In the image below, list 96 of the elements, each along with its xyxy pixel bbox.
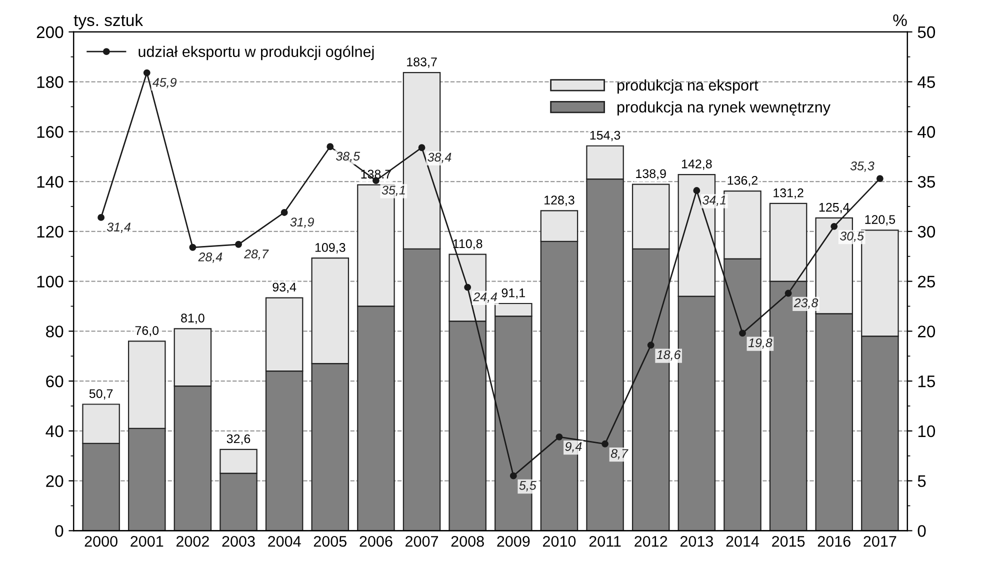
point bbox=[830, 222, 838, 230]
point bbox=[143, 69, 150, 76]
point bbox=[464, 284, 472, 291]
total-label: 109,3 bbox=[315, 243, 346, 254]
total-label: 93,4 bbox=[272, 282, 296, 294]
x-tick-label: 2002 bbox=[176, 536, 209, 547]
point bbox=[235, 240, 242, 248]
point bbox=[647, 342, 654, 349]
point bbox=[693, 187, 700, 194]
legend-label: udział eksportu w produkcji ogólnej bbox=[138, 46, 374, 60]
x-tick-label: 2016 bbox=[818, 536, 850, 547]
x-tick-label: 2005 bbox=[314, 536, 346, 547]
total-label: 138,9 bbox=[636, 169, 666, 180]
data-label: 23,8 bbox=[794, 298, 818, 309]
y2-tick-label: 20 bbox=[918, 326, 936, 338]
total-label: 136,2 bbox=[728, 176, 758, 186]
data-label: 28,7 bbox=[244, 250, 269, 260]
y2-tick-label: 0 bbox=[918, 525, 926, 537]
total-label: 128,3 bbox=[544, 196, 574, 206]
x-tick-label: 2015 bbox=[772, 536, 805, 547]
data-label: 5,5 bbox=[519, 481, 536, 492]
point bbox=[98, 214, 105, 221]
y2-tick-label: 45 bbox=[918, 76, 935, 88]
y2-tick-label: 50 bbox=[918, 26, 936, 38]
x-tick-label: 2012 bbox=[634, 536, 668, 547]
x-tick-label: 2001 bbox=[130, 536, 164, 547]
point bbox=[418, 144, 426, 152]
legend-label: produkcja na eksport bbox=[617, 79, 758, 94]
x-tick-label: 2013 bbox=[680, 536, 713, 547]
x-tick-label: 2006 bbox=[360, 536, 392, 547]
data-label: 31,9 bbox=[290, 218, 314, 228]
data-label: 34,1 bbox=[702, 196, 726, 206]
y2-tick-label: 5 bbox=[918, 475, 926, 488]
total-label: 32,6 bbox=[226, 434, 250, 445]
data-label: 9,4 bbox=[565, 442, 582, 452]
y-tick-label: 160 bbox=[37, 126, 64, 138]
y-tick-label: 200 bbox=[36, 26, 64, 38]
data-label: 18,6 bbox=[656, 350, 681, 361]
point bbox=[556, 433, 563, 440]
x-tick-label: 2003 bbox=[222, 536, 255, 547]
total-label: 91,1 bbox=[502, 288, 525, 299]
x-tick-label: 2009 bbox=[497, 536, 530, 547]
data-label: 31,4 bbox=[106, 222, 130, 233]
total-label: 76,0 bbox=[135, 326, 159, 336]
data-label: 24,4 bbox=[473, 292, 498, 303]
x-tick-label: 2017 bbox=[864, 536, 896, 547]
data-label: 35,3 bbox=[850, 161, 874, 172]
y-tick-label: 100 bbox=[37, 276, 64, 288]
legend-label: produkcja na rynek wewnętrzny bbox=[617, 101, 830, 116]
y2-tick-label: 15 bbox=[918, 376, 935, 388]
y2-tick-label: 30 bbox=[918, 226, 936, 238]
total-label: 125,4 bbox=[819, 202, 850, 214]
y-tick-label: 180 bbox=[37, 76, 64, 88]
y2-tick-label: 25 bbox=[918, 276, 935, 288]
x-tick-label: 2000 bbox=[84, 536, 118, 547]
x-tick-label: 2004 bbox=[268, 536, 301, 547]
x-tick-label: 2008 bbox=[451, 536, 484, 547]
x-tick-label: 2007 bbox=[406, 536, 438, 547]
total-label: 131,2 bbox=[774, 188, 804, 199]
point bbox=[602, 440, 609, 448]
total-label: 120,5 bbox=[865, 215, 896, 226]
y-tick-label: 0 bbox=[55, 525, 64, 537]
y-axis-title: tys. sztuk bbox=[74, 14, 144, 30]
data-label: 38,5 bbox=[336, 152, 360, 162]
y-tick-label: 140 bbox=[37, 176, 64, 188]
total-label: 50,7 bbox=[89, 389, 113, 400]
y-tick-label: 60 bbox=[46, 375, 64, 388]
point bbox=[739, 330, 746, 337]
data-label: 45,9 bbox=[152, 78, 177, 88]
x-tick-label: 2010 bbox=[543, 536, 576, 547]
point bbox=[280, 208, 288, 216]
y-tick-label: 40 bbox=[46, 425, 64, 438]
data-label: 8,7 bbox=[610, 449, 628, 460]
data-label: 35,1 bbox=[382, 186, 405, 196]
point bbox=[189, 244, 196, 251]
point bbox=[876, 175, 884, 182]
data-label: 38,4 bbox=[428, 152, 452, 164]
y-tick-label: 120 bbox=[37, 226, 64, 238]
data-label: 28,4 bbox=[198, 252, 222, 263]
data-label: 30,5 bbox=[840, 232, 864, 242]
x-tick-label: 2011 bbox=[589, 536, 621, 547]
y2-tick-label: 35 bbox=[918, 176, 935, 188]
y2-tick-label: 10 bbox=[918, 425, 936, 438]
point bbox=[326, 143, 334, 150]
total-label: 183,7 bbox=[407, 57, 437, 68]
data-label: 19,8 bbox=[748, 338, 772, 349]
y-tick-label: 80 bbox=[46, 326, 64, 338]
y2-axis-title: % bbox=[893, 14, 907, 26]
point bbox=[784, 290, 792, 297]
point bbox=[510, 472, 517, 480]
total-label: 154,3 bbox=[590, 130, 620, 142]
y-tick-label: 20 bbox=[46, 475, 64, 488]
y2-tick-label: 40 bbox=[918, 126, 936, 138]
total-label: 142,8 bbox=[682, 159, 712, 170]
total-label: 81,0 bbox=[181, 314, 204, 324]
x-tick-label: 2014 bbox=[726, 536, 760, 547]
